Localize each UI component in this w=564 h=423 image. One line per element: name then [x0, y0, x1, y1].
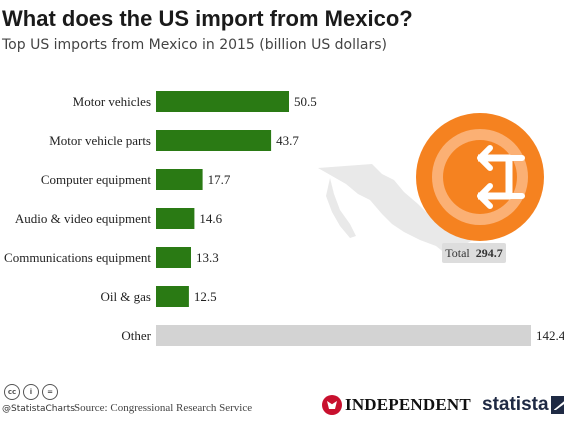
nd-icon[interactable]: =: [42, 384, 58, 400]
twitter-handle[interactable]: @StatistaCharts: [2, 404, 75, 414]
total-badge: Total 294.7: [442, 243, 506, 263]
value-label-1: 43.7: [276, 133, 299, 148]
category-labels: Motor vehicles Motor vehicle parts Compute…: [4, 94, 152, 343]
import-arrows-icon: [416, 113, 544, 241]
category-label-2: Computer equipment: [41, 172, 152, 187]
chart-subtitle: Top US imports from Mexico in 2015 (bill…: [2, 37, 387, 53]
value-label-0: 50.5: [294, 94, 317, 109]
value-label-6: 142.4: [536, 328, 564, 343]
bar-1: [156, 130, 272, 151]
statista-mark-icon: [550, 396, 564, 414]
statista-wordmark: statista: [482, 394, 549, 415]
chart-title: What does the US import from Mexico?: [2, 6, 413, 31]
source-note: Source: Congressional Research Service: [74, 402, 253, 414]
svg-text:Total 294.7: Total 294.7: [445, 246, 503, 260]
category-label-4: Communications equipment: [4, 250, 151, 265]
value-label-4: 13.3: [196, 250, 219, 265]
category-label-1: Motor vehicle parts: [49, 133, 151, 148]
bar-2: [156, 169, 203, 190]
cc-icon[interactable]: cc: [4, 384, 20, 400]
mexico-map-icon: [318, 164, 488, 262]
license-icons: cc i =: [4, 384, 58, 400]
value-label-2: 17.7: [208, 172, 231, 187]
category-label-5: Oil & gas: [100, 289, 151, 304]
bar-4: [156, 247, 191, 268]
total-label: Total: [445, 246, 470, 260]
category-label-3: Audio & video equipment: [15, 211, 152, 226]
bar-6: [156, 325, 531, 346]
bar-0: [156, 91, 289, 112]
statista-logo[interactable]: statista: [482, 394, 564, 416]
category-label-6: Other: [121, 328, 151, 343]
eagle-icon: [322, 395, 342, 415]
independent-logo[interactable]: INDEPENDENT: [322, 395, 471, 415]
value-label-5: 12.5: [194, 289, 217, 304]
bar-3: [156, 208, 195, 229]
independent-wordmark: INDEPENDENT: [345, 395, 471, 414]
value-labels: 50.5 43.7 17.7 14.6 13.3 12.5 142.4: [194, 94, 564, 343]
by-icon[interactable]: i: [23, 384, 39, 400]
bar-5: [156, 286, 189, 307]
total-value: 294.7: [476, 246, 503, 260]
bar-chart: Motor vehicles Motor vehicle parts Compute…: [4, 91, 564, 346]
bars-group: [156, 91, 531, 346]
value-label-3: 14.6: [199, 211, 222, 226]
footer: cc i = @StatistaCharts Source: Congressi…: [0, 378, 564, 423]
category-label-0: Motor vehicles: [73, 94, 151, 109]
